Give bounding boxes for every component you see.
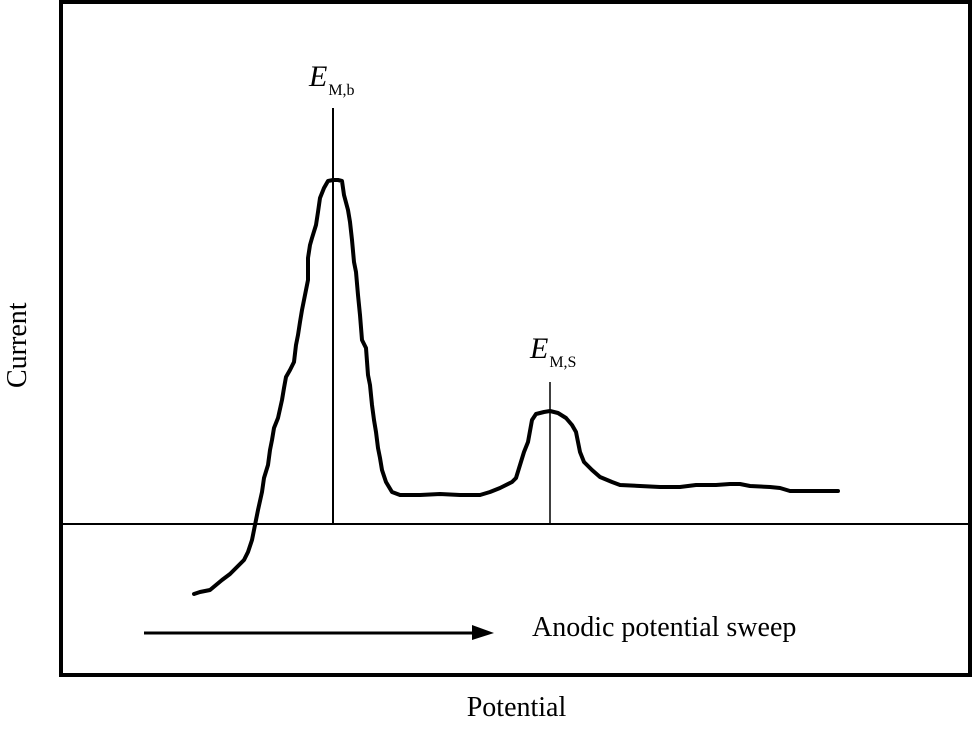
peak-label-bulk: EM,b — [309, 60, 355, 100]
y-axis-label: Current — [2, 302, 33, 388]
peak-label-bulk-sub: M,b — [328, 82, 355, 99]
peak-label-surface-main: E — [530, 332, 549, 365]
chart-frame — [59, 0, 972, 677]
x-axis-label: Potential — [466, 692, 567, 723]
peak-label-bulk-main: E — [309, 60, 328, 93]
sweep-direction-label: Anodic potential sweep — [532, 612, 797, 643]
peak-label-surface: EM,S — [530, 332, 576, 372]
voltammogram-curve — [192, 178, 840, 596]
sweep-arrow-icon — [144, 625, 494, 640]
peak-label-surface-sub: M,S — [549, 354, 577, 371]
